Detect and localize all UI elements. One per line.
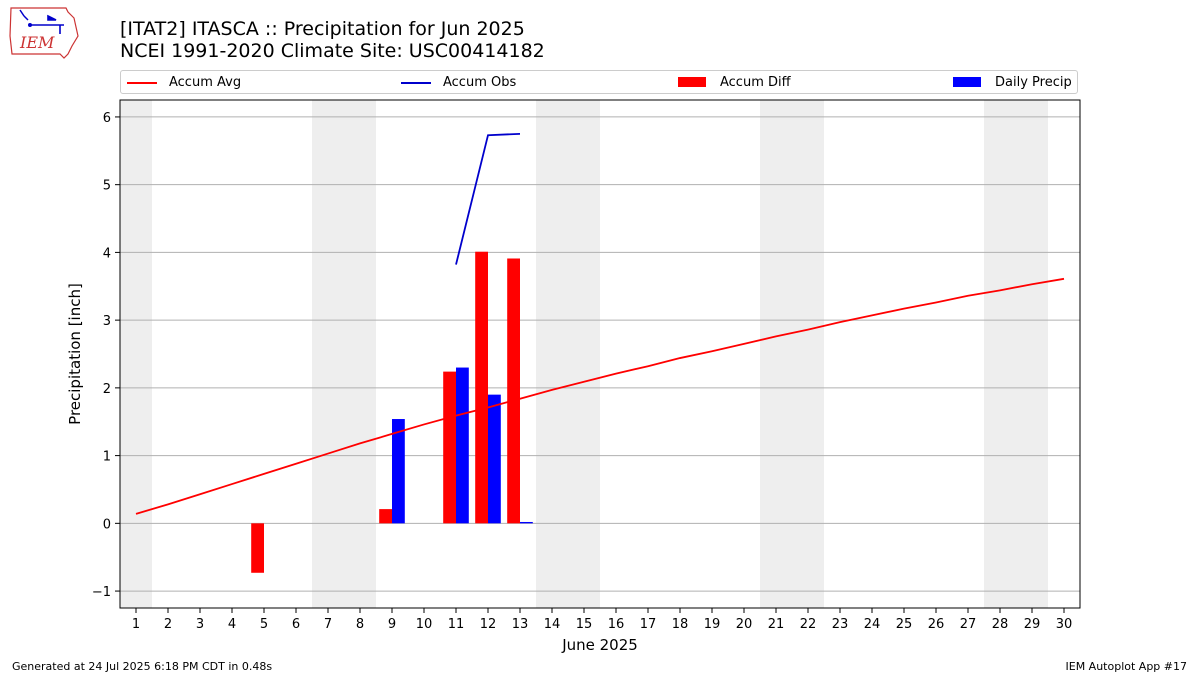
y-tick-label-3: 3 bbox=[103, 314, 111, 329]
y-tick-label-6: 6 bbox=[103, 111, 111, 126]
weekend-band-4 bbox=[984, 100, 1048, 608]
accum-obs-line bbox=[455, 132, 521, 265]
x-tick-label-4: 4 bbox=[228, 617, 236, 632]
x-tick-label-7: 7 bbox=[324, 617, 332, 632]
x-tick-label-10: 10 bbox=[416, 617, 433, 632]
weekend-band-0 bbox=[120, 100, 152, 608]
x-tick-label-22: 22 bbox=[800, 617, 817, 632]
x-tick-label-11: 11 bbox=[448, 617, 465, 632]
x-tick-label-2: 2 bbox=[164, 617, 172, 632]
y-tick-label-1: 1 bbox=[103, 450, 111, 465]
chart-subtitle: NCEI 1991-2020 Climate Site: USC00414182 bbox=[120, 40, 545, 62]
footer-app: IEM Autoplot App #17 bbox=[1065, 660, 1188, 673]
x-tick-label-6: 6 bbox=[292, 617, 300, 632]
plot-frame bbox=[119, 99, 1081, 609]
x-tick-label-18: 18 bbox=[672, 617, 689, 632]
accum-diff-bar-day-9 bbox=[379, 509, 392, 524]
legend-swatch-accum-avg bbox=[127, 82, 157, 84]
legend-label-daily-precip: Daily Precip bbox=[995, 75, 1072, 90]
x-tick-label-20: 20 bbox=[736, 617, 753, 632]
x-tick-label-24: 24 bbox=[864, 617, 881, 632]
y-tick-label-2: 2 bbox=[103, 382, 111, 397]
y-tick-label-5: 5 bbox=[103, 179, 111, 194]
iem-logo: IEM bbox=[9, 7, 79, 59]
x-tick-label-21: 21 bbox=[768, 617, 785, 632]
x-tick-label-13: 13 bbox=[512, 617, 529, 632]
x-tick-label-15: 15 bbox=[576, 617, 593, 632]
y-tick-label--1: −1 bbox=[92, 585, 111, 600]
x-tick-label-29: 29 bbox=[1024, 617, 1041, 632]
x-tick-label-5: 5 bbox=[260, 617, 268, 632]
legend-label-accum-diff: Accum Diff bbox=[720, 75, 791, 90]
daily-precip-bar-day-11 bbox=[456, 367, 469, 524]
weekend-band-2 bbox=[536, 100, 600, 608]
legend-swatch-daily-precip bbox=[953, 77, 981, 87]
legend-swatch-accum-obs bbox=[401, 82, 431, 84]
x-tick-label-16: 16 bbox=[608, 617, 625, 632]
x-tick-label-23: 23 bbox=[832, 617, 849, 632]
daily-precip-bar-day-12 bbox=[488, 394, 501, 524]
x-tick-label-25: 25 bbox=[896, 617, 913, 632]
x-tick-label-3: 3 bbox=[196, 617, 204, 632]
accum-diff-bar-day-12 bbox=[475, 251, 488, 524]
legend-label-accum-avg: Accum Avg bbox=[169, 75, 242, 90]
x-tick-label-8: 8 bbox=[356, 617, 364, 632]
legend-swatch-accum-diff bbox=[678, 77, 706, 87]
x-tick-label-17: 17 bbox=[640, 617, 657, 632]
x-tick-label-28: 28 bbox=[992, 617, 1009, 632]
chart-title: [ITAT2] ITASCA :: Precipitation for Jun … bbox=[120, 18, 525, 40]
y-tick-label-4: 4 bbox=[103, 246, 111, 261]
daily-precip-bar-day-9 bbox=[392, 419, 405, 524]
chart-legend: Accum Avg Accum Obs Accum Diff Daily Pre… bbox=[120, 70, 1078, 94]
y-axis-label: Precipitation [inch] bbox=[66, 283, 84, 425]
weekend-band-1 bbox=[312, 100, 376, 608]
accum-diff-bar-day-11 bbox=[443, 371, 456, 524]
daily-precip-bar-day-13 bbox=[520, 521, 533, 524]
x-tick-label-26: 26 bbox=[928, 617, 945, 632]
x-tick-label-19: 19 bbox=[704, 617, 721, 632]
accum-diff-bar-day-13 bbox=[507, 258, 520, 524]
y-tick-label-0: 0 bbox=[103, 517, 111, 532]
x-tick-label-12: 12 bbox=[480, 617, 497, 632]
x-tick-label-30: 30 bbox=[1056, 617, 1073, 632]
weekend-band-3 bbox=[760, 100, 824, 608]
x-tick-label-14: 14 bbox=[544, 617, 561, 632]
x-tick-label-27: 27 bbox=[960, 617, 977, 632]
legend-label-accum-obs: Accum Obs bbox=[443, 75, 517, 90]
footer-generated: Generated at 24 Jul 2025 6:18 PM CDT in … bbox=[12, 660, 273, 673]
accum-avg-line bbox=[135, 277, 1065, 515]
svg-text:IEM: IEM bbox=[19, 33, 55, 52]
x-axis-label: June 2025 bbox=[561, 636, 638, 654]
accum-diff-bar-day-5 bbox=[251, 523, 264, 573]
x-tick-label-9: 9 bbox=[388, 617, 396, 632]
x-tick-label-1: 1 bbox=[132, 617, 140, 632]
